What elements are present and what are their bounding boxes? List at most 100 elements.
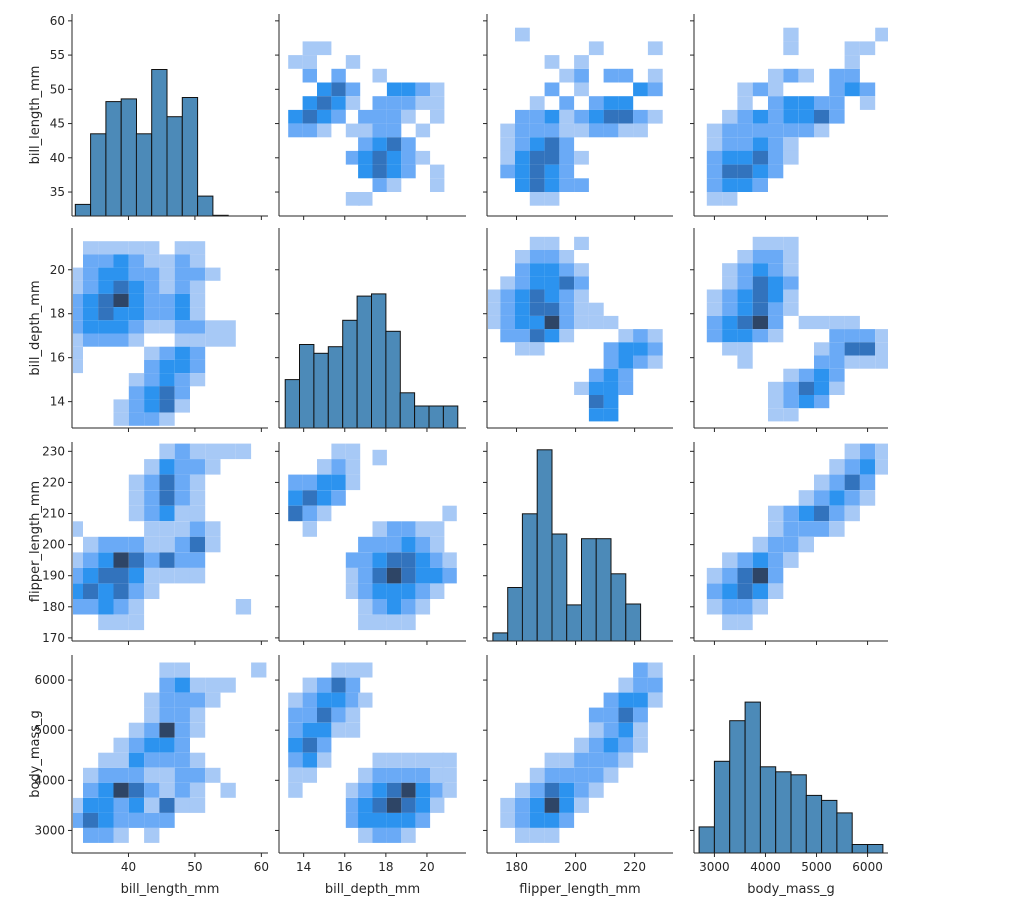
hist-bar — [313, 352, 329, 429]
heatmap-cell — [574, 68, 589, 83]
heatmap-cell — [706, 178, 723, 192]
heatmap-cell — [98, 280, 114, 294]
heatmap-cell — [358, 123, 373, 138]
heatmap-cell — [544, 752, 560, 768]
hist-bar — [507, 587, 524, 642]
heatmap-cell — [768, 82, 784, 97]
hist-bar — [327, 346, 344, 429]
y-tick-label: 20 — [50, 263, 65, 277]
heatmap-cell — [73, 599, 83, 615]
heatmap-cell — [588, 782, 604, 798]
heatmap-cell — [113, 552, 129, 568]
heatmap-cell — [113, 782, 129, 798]
heatmap-cell — [113, 767, 129, 783]
heatmap-cell — [430, 164, 445, 179]
heatmap-cell — [189, 490, 206, 506]
heatmap-cell — [588, 767, 604, 783]
heatmap-cell — [647, 662, 663, 678]
heatmap-cell — [737, 276, 753, 290]
heatmap-cell — [574, 236, 589, 250]
heatmap-cell — [618, 96, 634, 110]
heatmap-cell — [317, 707, 332, 723]
y-tick-label: 16 — [50, 351, 65, 365]
heatmap-cell — [515, 164, 530, 179]
heatmap-cell — [128, 567, 145, 584]
y-tick-label: 210 — [42, 507, 65, 521]
heatmap-cell — [430, 797, 445, 813]
heatmap-cell — [752, 82, 768, 97]
heatmap-cell — [633, 123, 648, 138]
x-tick-label: 180 — [505, 860, 528, 874]
heatmap-cell — [783, 302, 799, 316]
heatmap-cell — [113, 280, 129, 294]
heatmap-cell — [386, 812, 402, 828]
heatmap-cell — [588, 41, 604, 56]
heatmap-cell — [128, 333, 145, 347]
heatmap-cell — [544, 109, 560, 124]
heatmap-cell — [544, 767, 560, 783]
heatmap-cell — [401, 812, 416, 828]
heatmap-cell — [189, 320, 206, 334]
heatmap-cell — [544, 178, 560, 192]
heatmap-cell — [317, 123, 332, 138]
heatmap-cell — [144, 752, 160, 768]
heatmap-cell — [588, 722, 604, 738]
heatmap-cell — [358, 782, 373, 798]
heatmap-cell — [205, 320, 221, 334]
heatmap-cell — [783, 521, 799, 537]
heatmap-cell — [345, 722, 361, 738]
heatmap-cell — [442, 767, 457, 783]
heatmap-cell — [722, 137, 738, 151]
heatmap-cell — [345, 797, 361, 813]
heatmap-cell — [345, 55, 361, 69]
heatmap-cell — [515, 263, 530, 277]
heatmap-cell — [386, 599, 402, 615]
heatmap-cell — [415, 583, 431, 599]
heatmap-cell — [205, 692, 221, 708]
heatmap-cell — [331, 96, 346, 110]
heatmap-cell — [529, 164, 545, 179]
hist-bar — [805, 794, 823, 854]
heatmap-cell — [544, 82, 560, 97]
heatmap-cell — [302, 41, 317, 56]
heatmap-cell — [205, 267, 221, 281]
heatmap-cell — [544, 236, 560, 250]
heatmap-cell — [603, 767, 619, 783]
heatmap-cell — [288, 123, 303, 138]
heatmap-cell — [574, 381, 589, 395]
heatmap-cell — [144, 567, 160, 584]
heatmap-cell — [345, 123, 361, 138]
heatmap-cell — [430, 567, 445, 584]
heatmap-cell — [798, 490, 814, 506]
heatmap-cell — [174, 521, 190, 537]
heatmap-cell — [189, 241, 206, 255]
heatmap-cell — [737, 342, 753, 356]
heatmap-cell — [500, 137, 516, 151]
heatmap-cell — [159, 474, 175, 491]
heatmap-cell — [529, 782, 545, 798]
heatmap-cell — [189, 459, 206, 475]
heatmap-cell — [401, 567, 416, 584]
heatmap-cell — [113, 241, 129, 255]
heatmap-cell — [844, 329, 860, 343]
y-axis-label: flipper_length_mm — [28, 481, 43, 602]
heatmap-cell — [345, 662, 361, 678]
hist-bar — [521, 513, 538, 642]
heatmap-cell — [752, 329, 768, 343]
heatmap-cell — [83, 293, 99, 308]
heatmap-cell — [317, 82, 332, 97]
heatmap-cell — [829, 82, 845, 97]
heatmap-cell — [174, 692, 190, 708]
heatmap-cell — [544, 827, 560, 843]
heatmap-cell — [544, 329, 560, 343]
x-tick-label: 40 — [121, 860, 136, 874]
heatmap-cell — [574, 797, 589, 813]
hist-bar — [399, 392, 416, 429]
heatmap-cell — [73, 333, 83, 347]
heatmap-cell — [618, 355, 634, 369]
heatmap-cell — [814, 395, 830, 409]
heatmap-cell — [603, 395, 619, 409]
heatmap-cell — [386, 567, 402, 584]
heatmap-cell — [500, 302, 516, 316]
heatmap-cell — [722, 302, 738, 316]
